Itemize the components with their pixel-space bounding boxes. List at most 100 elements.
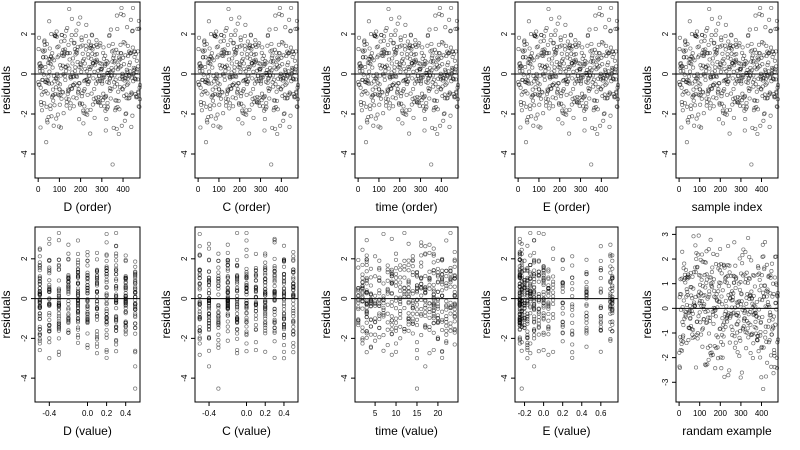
data-point: [392, 68, 397, 74]
data-point: [412, 81, 417, 86]
data-point: [389, 281, 394, 286]
data-point: [281, 322, 287, 327]
data-point: [72, 40, 77, 45]
data-point: [395, 91, 400, 96]
data-point: [598, 328, 603, 333]
data-point: [133, 321, 138, 326]
data-point: [733, 57, 739, 62]
data-point: [237, 102, 242, 107]
data-point: [410, 306, 415, 311]
data-point: [47, 241, 52, 246]
data-point: [259, 91, 265, 96]
data-point: [721, 334, 726, 339]
data-point: [396, 117, 401, 122]
data-point: [528, 32, 534, 37]
x-tick-label: 200: [714, 185, 728, 194]
data-point: [714, 28, 719, 33]
data-point: [241, 104, 246, 109]
data-point: [584, 302, 589, 307]
x-tick-label: -0.2: [518, 409, 532, 418]
data-point: [720, 316, 725, 321]
data-point: [698, 320, 703, 325]
data-point: [551, 274, 556, 279]
y-axis-label: residuals: [0, 290, 13, 338]
data-point: [560, 319, 565, 324]
data-point: [759, 273, 764, 278]
data-point: [54, 116, 59, 121]
data-point: [48, 103, 53, 108]
data-point: [356, 35, 362, 40]
data-point: [398, 336, 403, 341]
data-point: [406, 311, 411, 316]
data-point: [551, 279, 556, 284]
data-point: [235, 279, 240, 284]
data-point: [431, 314, 436, 319]
data-point: [196, 80, 201, 85]
data-point: [274, 98, 280, 103]
data-point: [771, 314, 776, 319]
data-point: [536, 259, 541, 264]
data-point: [36, 80, 41, 85]
data-point: [235, 336, 240, 341]
data-point: [433, 26, 438, 32]
data-point: [197, 328, 202, 333]
data-point: [691, 87, 696, 92]
data-point: [381, 312, 386, 317]
data-point: [368, 301, 373, 307]
data-point: [73, 52, 78, 57]
data-point: [613, 94, 618, 99]
data-point: [83, 66, 88, 71]
data-point: [102, 75, 107, 80]
data-point: [261, 53, 266, 58]
x-tick-label: 400: [275, 185, 289, 194]
data-point: [39, 92, 44, 97]
data-point: [116, 89, 121, 94]
data-point: [375, 112, 380, 117]
data-point: [435, 320, 440, 326]
data-point: [585, 33, 591, 38]
data-point: [756, 42, 762, 47]
data-point: [700, 89, 705, 94]
data-point: [406, 328, 411, 333]
data-point: [47, 284, 52, 290]
data-point: [699, 299, 704, 304]
data-point: [431, 297, 436, 302]
data-point: [551, 294, 556, 299]
data-point: [116, 131, 121, 137]
data-point: [749, 68, 754, 73]
data-point: [244, 230, 249, 236]
data-point: [393, 325, 399, 330]
data-point: [111, 53, 116, 58]
data-point: [368, 266, 373, 271]
data-point: [128, 51, 133, 56]
data-point: [393, 257, 399, 262]
data-point: [364, 238, 369, 243]
data-point: [554, 44, 560, 49]
data-point: [739, 81, 744, 86]
data-point: [519, 386, 524, 391]
data-point: [114, 294, 119, 299]
data-point: [263, 313, 268, 319]
data-point: [584, 286, 589, 291]
data-point: [696, 92, 701, 97]
data-point: [697, 310, 702, 315]
data-point: [125, 25, 130, 30]
data-point: [377, 313, 382, 318]
data-point: [737, 78, 742, 83]
data-point: [104, 258, 109, 263]
data-point: [444, 283, 449, 288]
data-point: [414, 312, 420, 317]
data-point: [366, 19, 371, 24]
data-point: [524, 42, 529, 47]
data-point: [217, 87, 222, 92]
data-point: [452, 330, 457, 335]
data-point: [687, 114, 692, 120]
data-point: [403, 22, 408, 27]
data-point: [606, 69, 611, 74]
data-point: [57, 87, 62, 92]
data-point: [606, 51, 611, 56]
data-point: [225, 338, 230, 343]
data-point: [409, 102, 414, 107]
data-point: [378, 125, 383, 130]
data-point: [418, 81, 424, 86]
